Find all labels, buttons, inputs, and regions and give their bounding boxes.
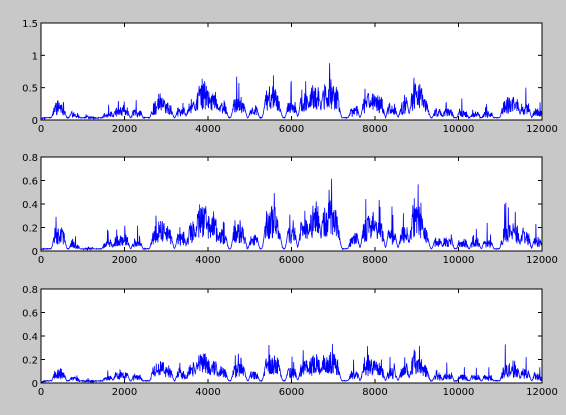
series-line <box>41 63 542 120</box>
x-tick-label: 6000 <box>279 124 304 135</box>
x-tick-label: 0 <box>38 255 44 266</box>
x-tick-label: 4000 <box>195 255 220 266</box>
x-tick-label: 4000 <box>195 387 220 398</box>
x-tick-label: 8000 <box>362 387 387 398</box>
x-tick-label: 8000 <box>362 255 387 266</box>
y-tick-label: 0.8 <box>22 153 38 164</box>
x-tick-label: 12000 <box>526 124 558 135</box>
axes-2: 0 2000 4000 6000 8000 10000 12000 0 0.2 0.4 0.6 0.8 <box>22 153 558 266</box>
x-tick-label: 2000 <box>112 255 137 266</box>
x-tick-label: 0 <box>38 124 44 135</box>
x-tick-label: 2000 <box>112 124 137 135</box>
y-tick-label: 0.6 <box>22 177 38 188</box>
x-tick-label: 0 <box>38 387 44 398</box>
axes-1: 0 2000 4000 6000 8000 10000 12000 0 0.5 1 1.5 <box>22 19 558 135</box>
x-tick-label: 12000 <box>526 387 558 398</box>
y-tick-label: 0.4 <box>22 200 38 211</box>
x-tick-label: 6000 <box>279 255 304 266</box>
y-tick-label: 0.8 <box>22 285 38 296</box>
y-tick-label: 0.5 <box>22 84 38 95</box>
y-tick-label: 0 <box>32 247 38 258</box>
x-tick-label: 10000 <box>443 124 475 135</box>
y-tick-label: 0.2 <box>22 224 38 235</box>
y-tick-label: 1 <box>32 51 38 62</box>
y-tick-label: 0 <box>32 116 38 127</box>
x-tick-label: 4000 <box>195 124 220 135</box>
y-tick-label: 0.6 <box>22 309 38 320</box>
series-line <box>41 178 542 251</box>
x-tick-label: 10000 <box>443 255 475 266</box>
x-tick-label: 6000 <box>279 387 304 398</box>
x-tick-label: 2000 <box>112 387 137 398</box>
x-tick-label: 10000 <box>443 387 475 398</box>
y-tick-label: 0.4 <box>22 332 38 343</box>
y-tick-label: 1.5 <box>22 19 38 30</box>
x-tick-label: 8000 <box>362 124 387 135</box>
y-tick-label: 0 <box>32 379 38 390</box>
x-tick-label: 12000 <box>526 255 558 266</box>
y-tick-label: 0.2 <box>22 356 38 367</box>
axes-3: 0 2000 4000 6000 8000 10000 12000 0 0.2 0.4 0.6 0.8 <box>22 285 558 398</box>
